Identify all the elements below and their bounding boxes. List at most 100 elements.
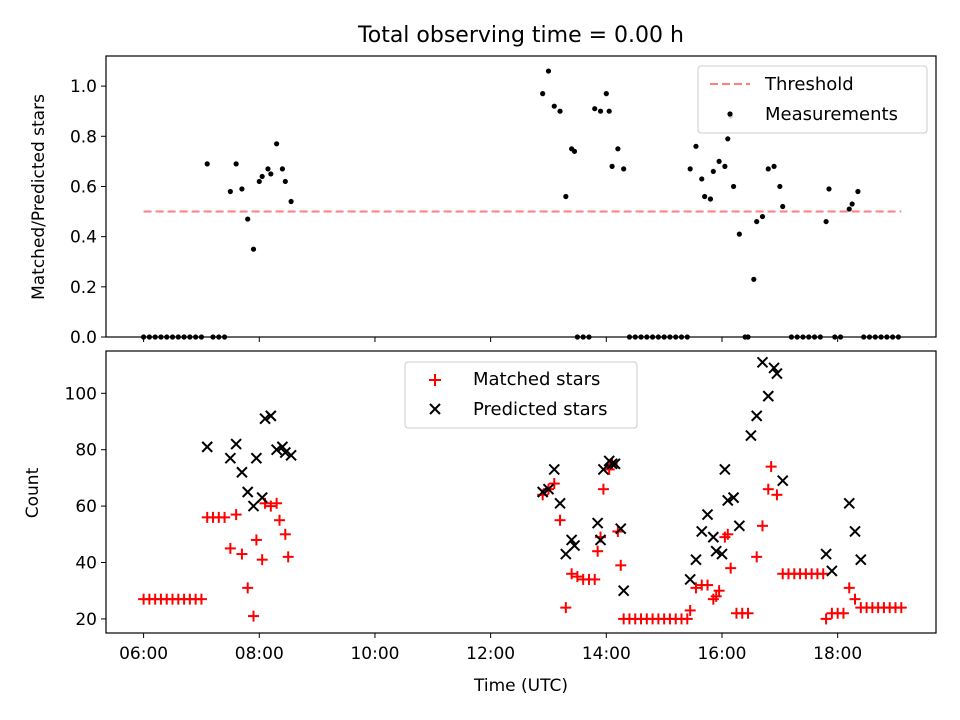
predicted-stars-point — [684, 573, 696, 586]
predicted-stars-point — [750, 410, 763, 422]
measurements-point — [609, 163, 615, 169]
y-tick-label: 1.0 — [70, 77, 97, 97]
predicted-stars-point — [733, 520, 746, 532]
predicted-stars-point — [843, 497, 855, 509]
axis-ticks: 06:00 08:00 10:00 12:00 14:00 16:00 18:00 20 40 6… — [65, 384, 863, 664]
chart-title: Total observing time = 0.00 h — [357, 23, 684, 48]
matched-stars-point — [843, 582, 855, 594]
measurements-point — [621, 166, 627, 172]
predicted-stars-point — [716, 548, 728, 560]
measurements-point — [227, 188, 233, 195]
matched-stars-point — [271, 497, 283, 509]
predicted-stars-point — [259, 412, 271, 425]
measurements-point — [615, 146, 621, 152]
measurements-point — [551, 103, 557, 109]
legend: Matched stars Predicted stars — [404, 361, 638, 429]
predicted-stars-point — [690, 553, 702, 566]
predicted-stars-point — [701, 508, 714, 521]
legend: Threshold Measurements — [697, 65, 928, 134]
counts-panel: Count Time (UTC) 06:00 08:00 10:00 12:00 14:… — [23, 350, 937, 696]
plot-frame — [105, 55, 937, 338]
measurements-point — [250, 246, 257, 252]
matched-stars-point — [817, 568, 829, 580]
matched-stars-point — [224, 542, 236, 554]
predicted-stars-point — [609, 458, 621, 470]
matched-stars-point — [571, 571, 583, 583]
x-tick-label: 10:00 — [350, 644, 399, 664]
measurements-point — [707, 196, 714, 202]
predicted-stars-point — [250, 452, 263, 464]
predicted-stars-point — [849, 525, 861, 538]
measurements-point — [245, 216, 251, 222]
matched-stars-point — [592, 545, 604, 557]
measurements-point — [722, 163, 728, 169]
y-tick-label: 60 — [75, 497, 97, 517]
measurements-point — [716, 158, 722, 164]
measurements-point — [545, 68, 552, 74]
matched-stars-point — [274, 514, 286, 526]
predicted-stars-point — [826, 565, 838, 577]
y-tick-label: 0.6 — [70, 177, 97, 197]
predicted-stars-point — [707, 531, 720, 543]
measurements-point — [730, 183, 737, 190]
measurements-point — [279, 166, 286, 172]
predicted-stars-point — [568, 539, 581, 552]
legend-predicted-label: Predicted stars — [473, 399, 607, 420]
matched-stars-point — [762, 483, 774, 495]
predicted-stars-point — [855, 553, 867, 566]
measurements-point — [846, 206, 852, 212]
matched-stars-point — [230, 509, 242, 521]
y-tick-label: 0.2 — [70, 278, 97, 298]
matched-stars-point — [195, 593, 207, 605]
measurements-point — [259, 173, 265, 180]
legend-threshold-label: Threshold — [764, 74, 854, 95]
measurements-point — [687, 166, 693, 172]
measurements-point — [592, 106, 598, 112]
measurements-point — [204, 161, 210, 167]
measurements-point — [540, 91, 546, 97]
predicted-stars-point — [617, 584, 630, 597]
predicted-stars-point — [542, 483, 555, 495]
measurements-point — [557, 108, 563, 114]
y-axis-label: Matched/Predicted stars — [29, 94, 49, 300]
y-tick-label: 40 — [75, 554, 97, 574]
measurements-point — [754, 218, 760, 225]
predicted-stars-point — [236, 466, 248, 478]
y-tick-label: 20 — [75, 610, 97, 630]
matched-stars-point — [742, 607, 754, 619]
predicted-stars-point — [722, 494, 734, 507]
matched-stars-point — [250, 534, 262, 546]
measurements-point — [702, 193, 708, 200]
y-axis-label: Count — [23, 467, 43, 518]
legend-measurements-swatch — [727, 111, 733, 117]
measurements-point — [849, 201, 855, 207]
measurements-point — [563, 193, 569, 200]
y-tick-label: 0.4 — [70, 228, 97, 248]
measurements-point — [256, 178, 262, 185]
matched-stars-point — [554, 514, 566, 526]
predicted-stars-point — [777, 475, 789, 487]
measurements-point — [855, 188, 861, 195]
matched-stars-point — [219, 511, 231, 523]
measurements-point — [751, 276, 757, 282]
predicted-stars-point — [606, 458, 618, 470]
matched-stars-point — [820, 613, 832, 625]
y-tick-label: 0.0 — [70, 328, 97, 348]
matched-stars-point — [765, 461, 777, 473]
predicted-stars-point — [710, 545, 722, 557]
matched-stars-point — [265, 500, 277, 512]
count-points — [138, 356, 907, 625]
matched-stars-point — [247, 610, 259, 622]
measurements-point — [288, 198, 294, 205]
measurements-point — [571, 148, 578, 154]
measurements-point — [777, 183, 783, 190]
matched-stars-point — [282, 551, 294, 563]
x-tick-label: 06:00 — [119, 644, 168, 664]
matched-stars-point — [725, 562, 737, 574]
measurements-point — [606, 108, 612, 114]
predicted-stars-point — [727, 491, 740, 504]
measurements-point — [699, 176, 705, 182]
matched-stars-point — [566, 568, 578, 580]
predicted-stars-point — [256, 491, 268, 504]
